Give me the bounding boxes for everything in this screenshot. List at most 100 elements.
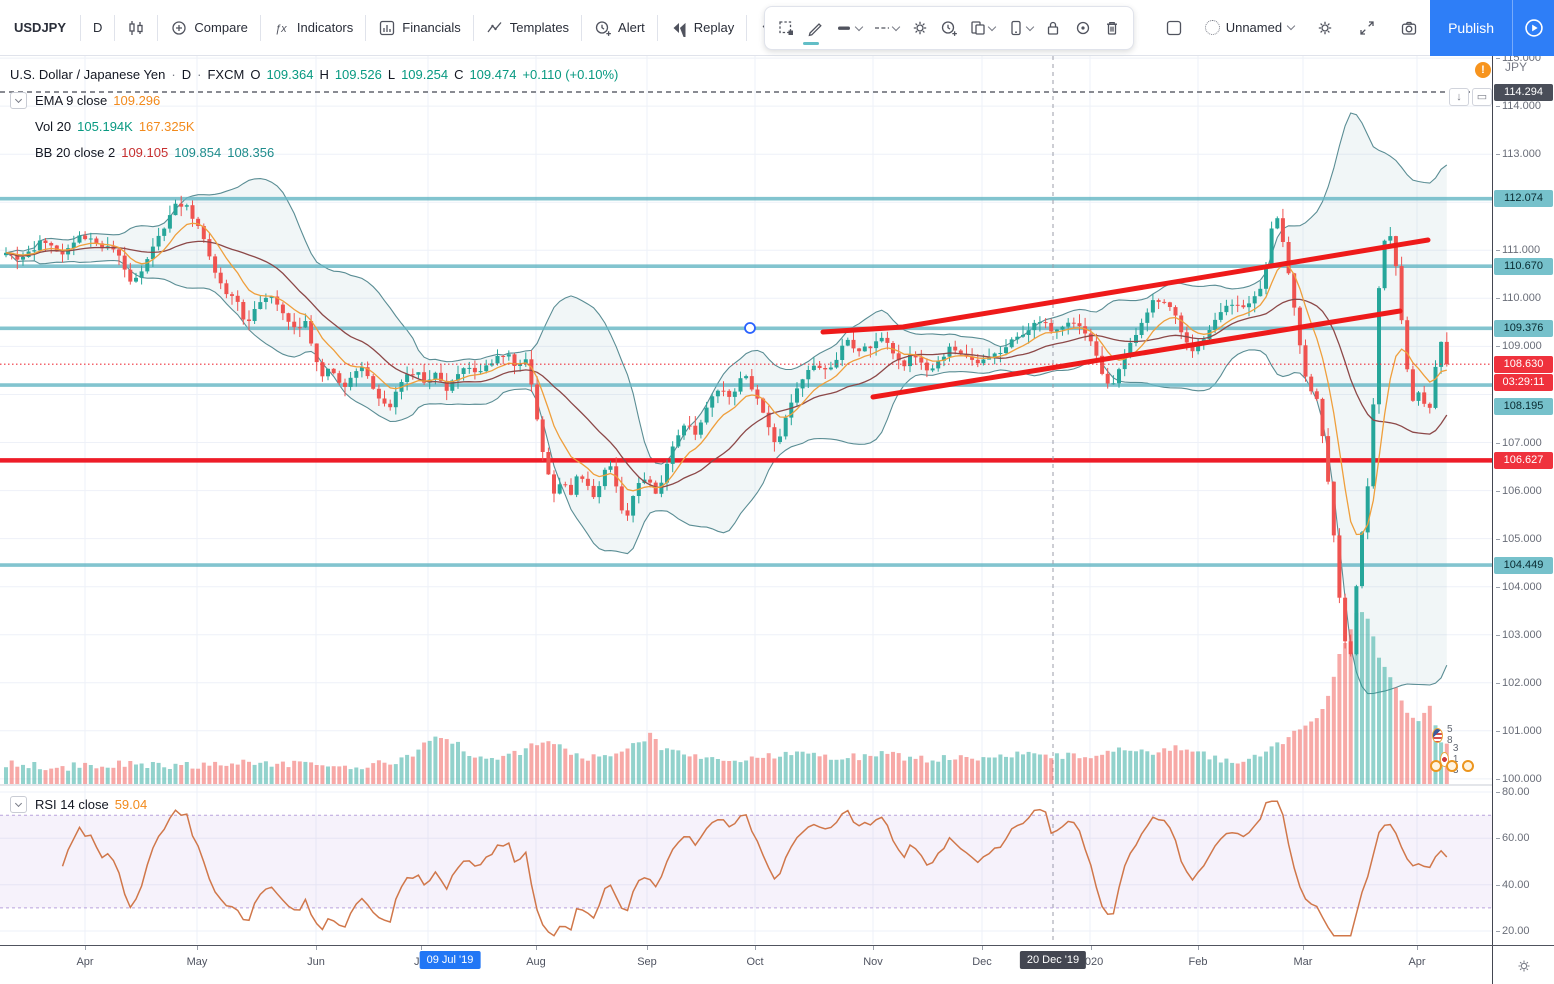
time-label: Nov xyxy=(863,956,883,968)
time-label: Mar xyxy=(1293,956,1313,968)
symbol-title[interactable]: U.S. Dollar / Japanese Yen xyxy=(10,66,166,82)
dashed-line-icon xyxy=(873,19,891,37)
snapshot-button[interactable] xyxy=(1388,9,1430,47)
volume-bar xyxy=(354,767,359,784)
chart-settings-button[interactable] xyxy=(1304,9,1346,47)
idea-ring-icon[interactable] xyxy=(1430,760,1442,772)
candle-body xyxy=(975,359,980,364)
rsi-label[interactable]: RSI 14 close xyxy=(35,796,109,812)
marker-tool-button[interactable] xyxy=(802,15,828,45)
volume-bar xyxy=(1077,758,1082,784)
volume-bar xyxy=(1026,751,1031,784)
drawing-anchor-dot[interactable] xyxy=(744,322,756,334)
idea-ring-icon[interactable] xyxy=(1446,760,1458,772)
symbol-search-button[interactable]: USDJPY xyxy=(14,20,67,35)
ema-label[interactable]: EMA 9 close xyxy=(35,92,108,108)
volume-bar xyxy=(258,762,263,784)
bb-legend-row: BB 20 close 2 109.105 109.854 108.356 xyxy=(10,139,618,165)
add-alert-button[interactable] xyxy=(936,15,962,41)
bb-label[interactable]: BB 20 close 2 xyxy=(35,144,116,160)
volume-ma-value: 167.325K xyxy=(138,118,195,134)
candle-body xyxy=(585,478,590,486)
clone-button[interactable] xyxy=(1003,15,1037,41)
candle-body xyxy=(393,391,398,408)
candle-body xyxy=(201,226,206,240)
candle-body xyxy=(744,376,749,379)
volume-bar xyxy=(26,768,31,784)
candle-body xyxy=(1410,369,1415,401)
alert-button[interactable]: Alert xyxy=(582,9,657,47)
time-tick xyxy=(85,946,86,950)
selection-tool-button[interactable] xyxy=(773,15,799,41)
ema-dropdown-button[interactable] xyxy=(10,91,27,109)
interval-label[interactable]: D xyxy=(181,66,192,82)
candle-body xyxy=(557,484,562,494)
notification-badge[interactable]: ! xyxy=(1475,62,1491,78)
publish-dropdown-button[interactable] xyxy=(1512,0,1554,56)
candle-body xyxy=(1377,288,1381,405)
candle-body xyxy=(1122,353,1127,370)
volume-bar xyxy=(1184,749,1189,784)
candle-body xyxy=(207,239,212,257)
line-thickness-button[interactable] xyxy=(832,15,866,41)
price-chart[interactable] xyxy=(0,0,1492,984)
rsi-dropdown-button[interactable] xyxy=(10,795,27,813)
publish-button[interactable]: Publish xyxy=(1430,0,1512,56)
volume-label[interactable]: Vol 20 xyxy=(35,118,72,134)
volume-bar xyxy=(314,765,319,784)
volume-bar xyxy=(1309,721,1314,784)
go-to-realtime-button[interactable]: ▭ xyxy=(1472,88,1492,106)
chart-style-button[interactable] xyxy=(115,9,157,47)
candle-body xyxy=(1037,322,1042,324)
candle-body xyxy=(77,235,82,243)
candle-body xyxy=(444,380,449,391)
time-label: Dec xyxy=(972,956,992,968)
chart-canvas[interactable] xyxy=(0,0,1492,984)
layout-menu[interactable]: Unnamed xyxy=(1195,20,1304,35)
magnet-button[interactable] xyxy=(1070,15,1096,41)
candle-body xyxy=(738,378,743,392)
order-button[interactable] xyxy=(965,15,999,41)
axis-settings-corner[interactable] xyxy=(1492,946,1554,984)
japan-flag-icon[interactable] xyxy=(1440,752,1449,767)
financials-button[interactable]: Financials xyxy=(366,9,473,47)
trendline[interactable] xyxy=(870,308,1403,400)
replay-button[interactable]: Replay xyxy=(658,9,746,47)
price-axis[interactable]: JPY 115.000 114.000 113.000 111.000 110.000 1… xyxy=(1492,56,1554,945)
price-tick: 105.000 xyxy=(1496,532,1542,545)
candle-body xyxy=(721,390,726,392)
delete-drawing-button[interactable] xyxy=(1099,15,1125,41)
candle-body xyxy=(117,249,121,256)
candle-body xyxy=(252,309,257,321)
drawing-settings-button[interactable] xyxy=(907,15,933,41)
candle-body xyxy=(535,384,540,420)
compare-button[interactable]: Compare xyxy=(158,9,259,47)
fullscreen-button[interactable] xyxy=(1346,9,1388,47)
volume-bar xyxy=(1331,676,1336,784)
volume-bar xyxy=(15,766,20,784)
volume-bar xyxy=(1111,751,1116,784)
volume-bar xyxy=(1100,754,1105,784)
templates-button[interactable]: Templates xyxy=(474,9,581,47)
chevron-down-icon xyxy=(1286,21,1296,31)
scroll-down-button[interactable]: ↓ xyxy=(1449,88,1469,106)
volume-bar xyxy=(778,756,782,784)
interval-button[interactable]: D xyxy=(93,20,103,35)
layout-checkbox[interactable] xyxy=(1153,9,1195,47)
candle-body xyxy=(783,417,788,437)
idea-ring-icon[interactable] xyxy=(1462,760,1474,772)
volume-bar xyxy=(43,770,48,784)
line-style-button[interactable] xyxy=(869,15,903,41)
indicators-button[interactable]: ƒx Indicators xyxy=(274,20,354,35)
candle-body xyxy=(1207,330,1212,340)
trendline[interactable] xyxy=(820,237,1431,335)
lock-button[interactable] xyxy=(1040,15,1066,41)
candle-body xyxy=(1218,312,1223,320)
volume-bar xyxy=(173,763,178,784)
volume-bar xyxy=(484,758,489,784)
candle-body xyxy=(247,319,251,321)
time-axis[interactable]: AprMayJunJulAugSepOctNovDec2020FebMarApr… xyxy=(0,945,1554,984)
volume-bar xyxy=(1433,725,1438,784)
us-flag-icon[interactable] xyxy=(1432,727,1443,743)
